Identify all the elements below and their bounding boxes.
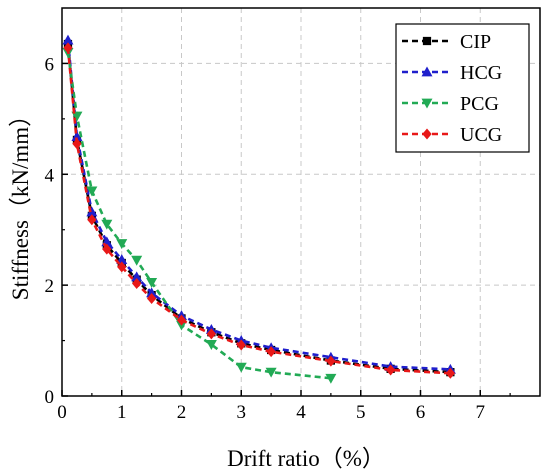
data-point-pcg [116,239,128,250]
legend-item-hcg: HCG [402,62,502,84]
legend-box [395,23,530,153]
data-point-ucg [176,314,187,326]
axis-ticks: 0 1 2 3 4 5 6 7 0 2 4 6 [45,54,511,423]
data-point-ucg [326,355,336,367]
data-point-ucg [206,328,217,340]
legend: CIP HCG PCG UCG [395,23,530,153]
data-point-pcg [71,111,83,122]
legend-swatch-marker [422,36,432,46]
series-line-cip [66,43,451,374]
data-point-hcg [86,206,98,217]
x-tick-label: 4 [296,402,306,423]
data-point-ucg [72,138,82,150]
plot-series [62,34,456,384]
data-point-ucg [87,214,97,226]
data-point-pcg [176,320,187,331]
data-point-hcg [71,131,83,141]
x-tick-label: 3 [237,402,247,423]
y-axis-title: Stiffness（kN/mm） [8,104,33,300]
x-tick-label: 7 [476,402,486,423]
data-point-ucg [385,364,396,376]
series-ucg [63,42,456,379]
series-pcg [62,47,337,384]
data-point-pcg [325,373,337,384]
data-point-ucg [266,346,276,358]
data-point-pcg [235,362,247,373]
legend-label-pcg: PCG [460,93,499,115]
legend-label-hcg: HCG [460,62,502,84]
data-point-pcg [86,186,98,197]
data-point-pcg [131,255,143,266]
data-point-pcg [101,219,113,230]
y-tick-label: 6 [45,54,55,75]
x-tick-label: 6 [416,402,426,423]
data-point-hcg [62,34,74,45]
series-line-ucg [66,47,451,375]
data-point-hcg [131,271,143,282]
data-point-ucg [63,42,73,54]
y-tick-label: 0 [45,387,55,408]
series-line-hcg [66,40,451,371]
legend-label-ucg: UCG [460,124,502,146]
legend-item-cip: CIP [402,31,491,53]
data-point-ucg [236,339,246,351]
data-point-ucg [132,277,142,289]
y-tick-label: 4 [45,165,55,186]
data-point-pcg [265,367,277,378]
legend-item-ucg: UCG [402,124,502,146]
x-tick-label: 1 [117,402,127,423]
y-tick-label: 2 [45,276,55,297]
series-line-pcg [66,52,332,380]
legend-item-pcg: PCG [402,93,499,115]
legend-swatch-marker [421,66,433,77]
legend-label-cip: CIP [460,31,491,53]
data-point-ucg [445,367,456,379]
x-tick-label: 0 [57,402,67,423]
x-axis-title: Drift ratio（%） [227,446,385,471]
data-point-ucg [102,243,112,255]
data-point-ucg [146,292,157,304]
legend-swatch-marker [422,128,432,140]
legend-swatch-marker [421,98,433,109]
data-point-ucg [117,261,127,273]
data-point-pcg [205,340,217,350]
x-tick-label: 2 [177,402,187,423]
data-point-hcg [146,287,158,298]
data-point-pcg [146,277,158,288]
x-tick-label: 5 [356,402,366,423]
